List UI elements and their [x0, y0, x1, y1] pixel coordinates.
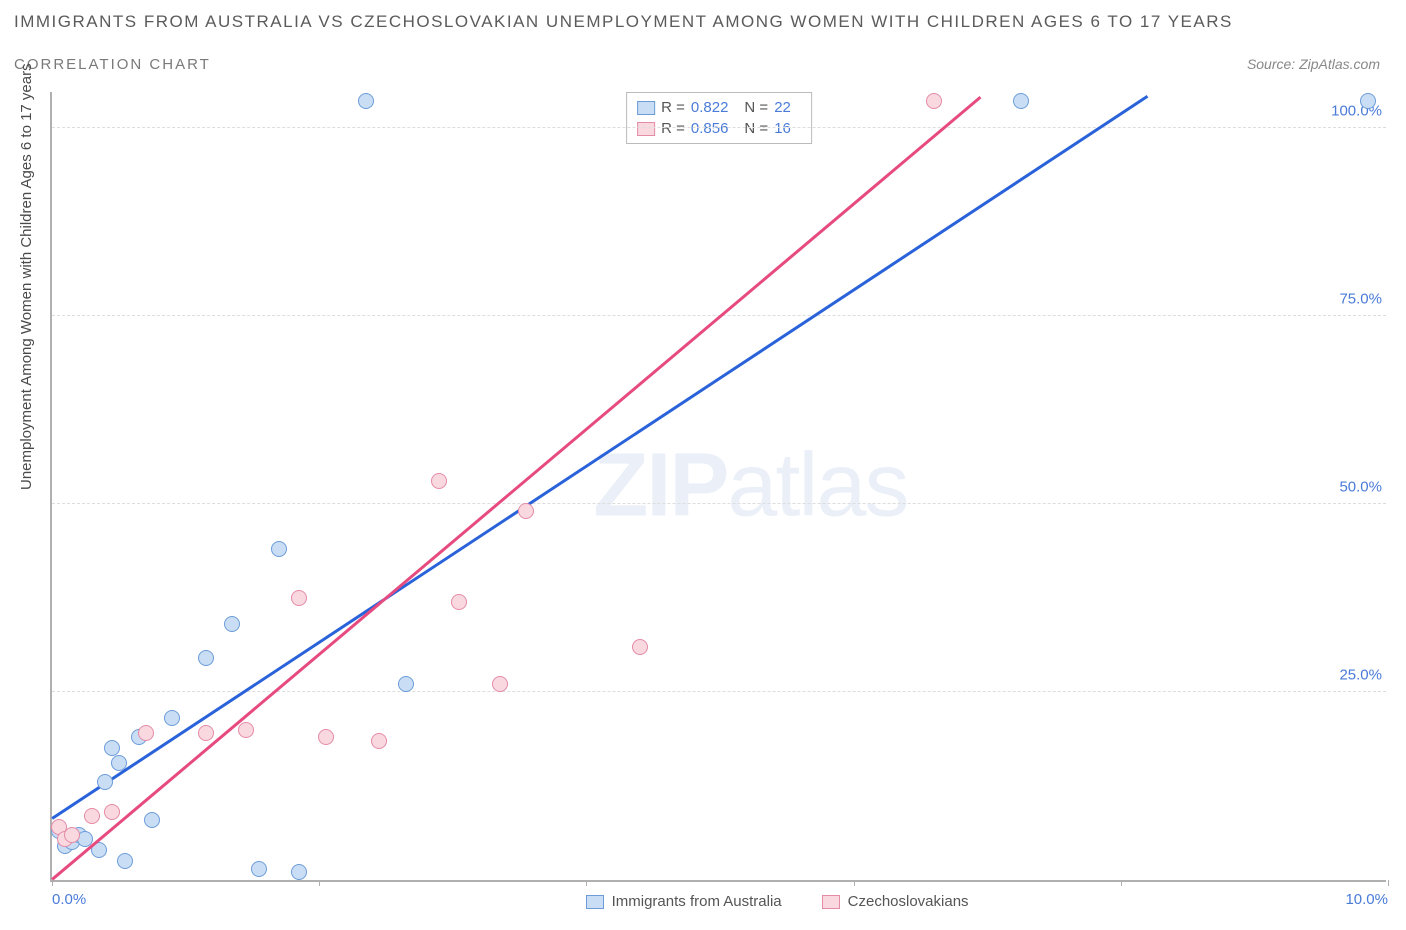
trend-line: [51, 95, 1148, 819]
x-tick: [52, 880, 53, 886]
data-point: [318, 729, 334, 745]
watermark: ZIPatlas: [593, 435, 907, 538]
x-tick: [1388, 880, 1389, 886]
data-point: [431, 473, 447, 489]
source-label: Source: ZipAtlas.com: [1247, 56, 1380, 72]
chart-plot-area: ZIPatlas R = 0.822 N = 22 R = 0.856 N = …: [50, 92, 1386, 882]
data-point: [1360, 93, 1376, 109]
series-legend: Immigrants from Australia Czechoslovakia…: [586, 893, 969, 910]
data-point: [358, 93, 374, 109]
data-point: [64, 827, 80, 843]
swatch-icon: [822, 895, 840, 909]
data-point: [198, 725, 214, 741]
x-tick: [854, 880, 855, 886]
legend-row-series-1: R = 0.856 N = 16: [637, 118, 801, 139]
gridline: [52, 503, 1386, 504]
gridline: [52, 691, 1386, 692]
swatch-icon: [586, 895, 604, 909]
data-point: [104, 740, 120, 756]
swatch-icon: [637, 101, 655, 115]
data-point: [164, 710, 180, 726]
r-label: R =: [661, 99, 685, 116]
data-point: [371, 733, 387, 749]
data-point: [632, 639, 648, 655]
x-tick: [586, 880, 587, 886]
swatch-icon: [637, 122, 655, 136]
x-tick-label: 0.0%: [52, 891, 86, 908]
data-point: [238, 722, 254, 738]
chart-title: IMMIGRANTS FROM AUSTRALIA VS CZECHOSLOVA…: [14, 12, 1233, 32]
x-tick-label: 10.0%: [1345, 891, 1388, 908]
y-axis-label: Unemployment Among Women with Children A…: [18, 63, 35, 490]
data-point: [451, 594, 467, 610]
r-label: R =: [661, 120, 685, 137]
r-value: 0.856: [691, 120, 729, 137]
data-point: [251, 861, 267, 877]
data-point: [1013, 93, 1029, 109]
data-point: [97, 774, 113, 790]
trend-line: [51, 95, 981, 879]
series-name: Immigrants from Australia: [612, 893, 782, 910]
data-point: [104, 804, 120, 820]
data-point: [398, 676, 414, 692]
n-value: 16: [774, 120, 791, 137]
data-point: [84, 808, 100, 824]
chart-subtitle: CORRELATION CHART: [14, 56, 211, 73]
legend-row-series-0: R = 0.822 N = 22: [637, 97, 801, 118]
data-point: [117, 853, 133, 869]
data-point: [291, 590, 307, 606]
y-tick-label: 50.0%: [1339, 478, 1390, 495]
n-label: N =: [744, 120, 768, 137]
r-value: 0.822: [691, 99, 729, 116]
n-label: N =: [744, 99, 768, 116]
data-point: [492, 676, 508, 692]
legend-item-series-1: Czechoslovakians: [822, 893, 969, 910]
correlation-legend: R = 0.822 N = 22 R = 0.856 N = 16: [626, 92, 812, 144]
y-tick-label: 75.0%: [1339, 290, 1390, 307]
data-point: [291, 864, 307, 880]
n-value: 22: [774, 99, 791, 116]
legend-item-series-0: Immigrants from Australia: [586, 893, 782, 910]
gridline: [52, 127, 1386, 128]
data-point: [138, 725, 154, 741]
data-point: [271, 541, 287, 557]
x-tick: [319, 880, 320, 886]
data-point: [111, 755, 127, 771]
data-point: [224, 616, 240, 632]
data-point: [518, 503, 534, 519]
x-tick: [1121, 880, 1122, 886]
series-name: Czechoslovakians: [848, 893, 969, 910]
data-point: [926, 93, 942, 109]
data-point: [144, 812, 160, 828]
y-tick-label: 25.0%: [1339, 666, 1390, 683]
data-point: [198, 650, 214, 666]
